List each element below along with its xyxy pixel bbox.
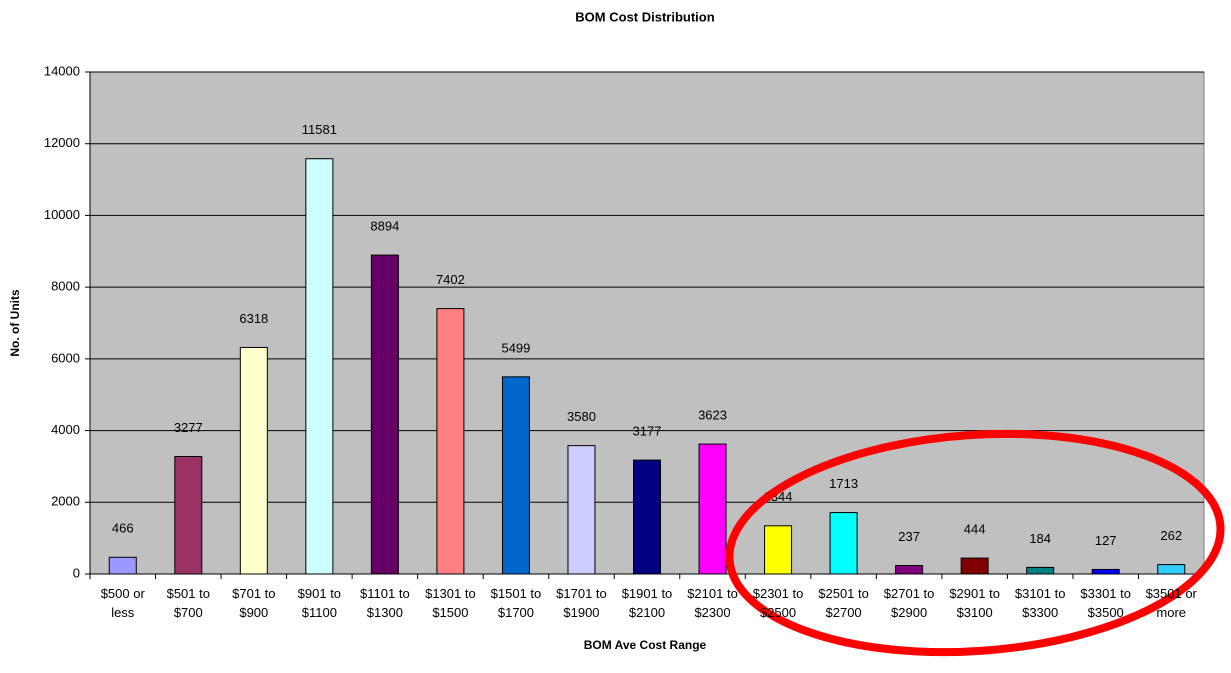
- x-tick-label: $1901 to $2100: [621, 586, 673, 620]
- data-label: 184: [1029, 531, 1051, 546]
- x-tick-label: $2501 to $2700: [818, 586, 869, 620]
- bar: [370, 254, 399, 575]
- data-label: 8894: [370, 219, 399, 234]
- x-tick-label: $2101 to $2300: [687, 586, 738, 620]
- bar: [239, 346, 268, 575]
- bar: [633, 459, 661, 575]
- bar: [1091, 568, 1120, 575]
- x-tick-label: $2701 to $2900: [883, 586, 935, 620]
- bar: [501, 376, 530, 575]
- x-tick-label: $2301 to $2500: [752, 586, 804, 620]
- bar: [698, 443, 727, 575]
- x-tick-label: $701 to $900: [232, 586, 276, 620]
- data-label: 3177: [633, 424, 662, 439]
- y-tick-label: 0: [73, 565, 80, 580]
- data-label: 3277: [174, 420, 203, 435]
- chart-title: BOM Cost Distribution: [575, 9, 714, 24]
- x-tick-label: $1101 to $1300: [360, 586, 410, 620]
- data-label: 5499: [501, 340, 530, 355]
- x-tick-label: $1301 to $1500: [425, 586, 476, 620]
- x-tick-label: $2901 to $3100: [949, 586, 1000, 620]
- x-tick-label: $501 to $700: [166, 586, 210, 620]
- x-tick-label: $1701 to $1900: [556, 586, 607, 620]
- y-tick-label: 12000: [44, 135, 80, 150]
- y-tick-label: 6000: [51, 350, 80, 365]
- x-tick-label: $3101 to $3300: [1014, 586, 1066, 620]
- x-tick-label: $3501 or more: [1145, 586, 1197, 620]
- bar: [436, 308, 465, 575]
- data-label: 444: [964, 522, 986, 537]
- y-tick-label: 2000: [51, 494, 80, 509]
- y-tick-label: 10000: [44, 207, 80, 222]
- data-label: 3623: [698, 408, 727, 423]
- data-label: 237: [898, 529, 920, 544]
- data-label: 3580: [567, 409, 596, 424]
- bar: [305, 158, 334, 575]
- bar: [567, 445, 596, 575]
- bar: [1026, 566, 1055, 575]
- bar: [764, 525, 793, 575]
- data-label: 127: [1095, 533, 1117, 548]
- data-label: 262: [1160, 528, 1182, 543]
- data-label: 1713: [829, 476, 858, 491]
- y-tick-label: 14000: [44, 63, 80, 78]
- y-axis-title: No. of Units: [8, 289, 22, 357]
- y-tick-label: 8000: [51, 279, 80, 294]
- data-label: 466: [112, 521, 134, 536]
- bar: [829, 512, 858, 575]
- x-tick-label: $1501 to $1700: [490, 586, 542, 620]
- bar: [960, 557, 989, 575]
- bar: [174, 455, 203, 575]
- x-axis-title: BOM Ave Cost Range: [584, 638, 707, 652]
- highlight-ellipse: [725, 429, 1225, 657]
- bar: [108, 556, 137, 575]
- x-tick-label: $3301 to $3500: [1080, 586, 1131, 620]
- x-tick-label: $500 or less: [100, 586, 145, 620]
- x-tick-label: $901 to $1100: [297, 586, 342, 620]
- bar: [1157, 564, 1186, 575]
- bar: [895, 565, 924, 575]
- data-label: 11581: [302, 122, 337, 137]
- data-label: 7402: [436, 272, 465, 287]
- data-label: 6318: [239, 311, 268, 326]
- y-tick-label: 4000: [51, 422, 80, 437]
